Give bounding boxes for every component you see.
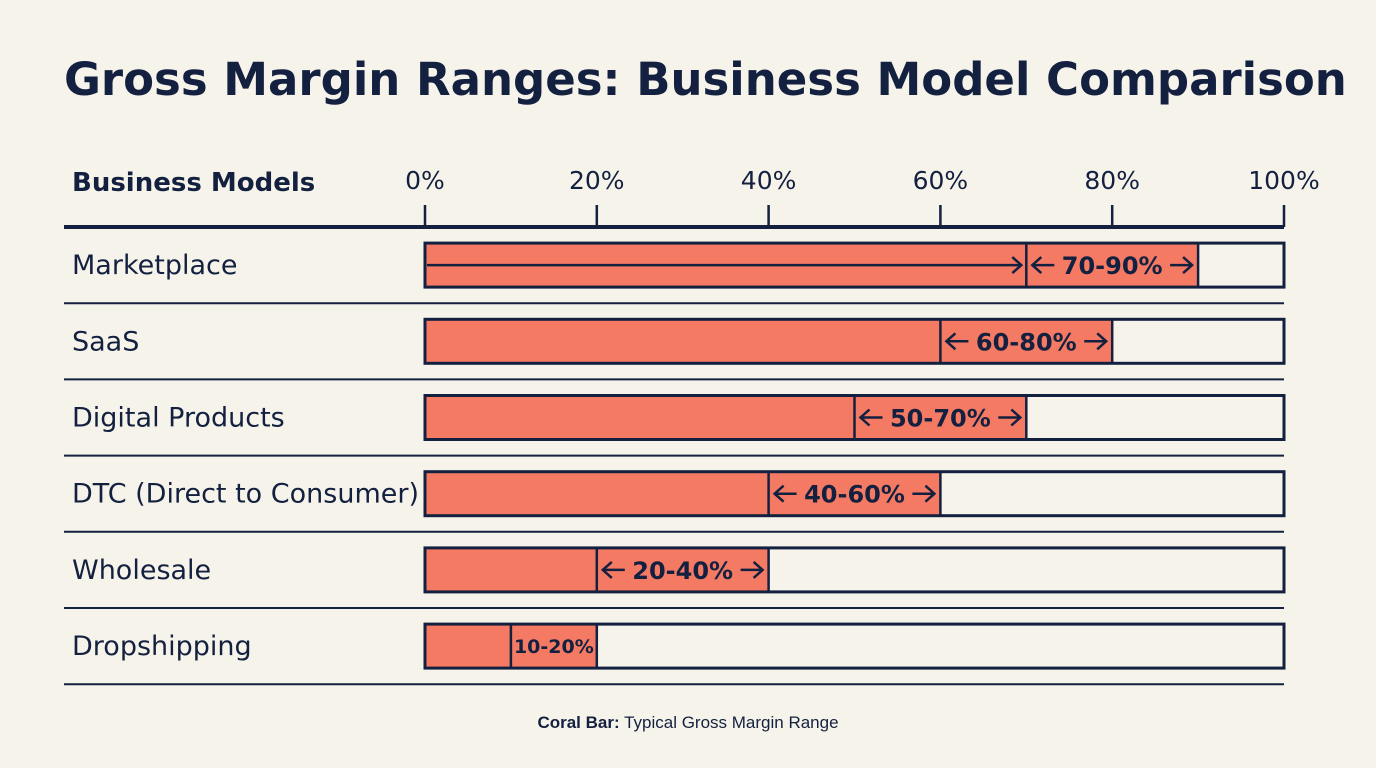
x-tick-label: 60% <box>913 166 969 195</box>
category-label: Digital Products <box>72 403 285 434</box>
bar-range <box>596 547 769 592</box>
range-label: 40-60% <box>804 481 905 509</box>
range-label: 10-20% <box>514 636 594 658</box>
bar-track <box>423 470 1286 518</box>
range-label: 60-80% <box>976 328 1077 356</box>
range-arrow-right-head <box>752 560 765 579</box>
range-label: 70-90% <box>1062 252 1163 280</box>
base-arrow-head <box>1011 256 1024 275</box>
category-label: Dropshipping <box>72 631 252 662</box>
range-arrow-right-head <box>1182 256 1194 275</box>
range-arrow-left-head <box>600 560 613 579</box>
range-arrow-left-head <box>1030 256 1043 275</box>
legend-text: Typical Gross Margin Range <box>624 713 839 732</box>
range-arrow-left-head <box>772 484 785 503</box>
chart-row: Wholesale 20-40% <box>64 546 1286 609</box>
bar-base <box>425 471 769 516</box>
bar-range <box>510 624 597 669</box>
range-label: 20-40% <box>632 557 733 585</box>
category-label: Wholesale <box>72 555 211 586</box>
category-label: SaaS <box>72 326 139 357</box>
x-tick-label: 40% <box>741 166 797 195</box>
range-arrow-right-head <box>1010 408 1023 427</box>
bar-range <box>940 319 1113 364</box>
chart-row: Digital Products 50-70% <box>64 394 1286 457</box>
bar-track <box>423 317 1286 365</box>
range-arrow-right-head <box>924 484 937 503</box>
chart-row: Dropshipping 10-20% <box>64 622 1286 686</box>
category-header: Business Models <box>72 168 315 198</box>
bar-range <box>768 471 941 516</box>
bar-base <box>425 624 511 669</box>
bar-track <box>423 622 1286 670</box>
bar-range <box>1026 243 1199 288</box>
x-tick-label: 0% <box>405 166 445 195</box>
bar-base <box>425 319 941 364</box>
bar-base <box>425 547 597 592</box>
legend-key: Coral Bar: <box>537 713 620 732</box>
bar-range <box>854 395 1027 440</box>
range-label: 50-70% <box>890 405 991 433</box>
x-tick-label: 80% <box>1084 166 1140 195</box>
x-tick-label: 20% <box>569 166 625 195</box>
category-label: Marketplace <box>72 250 237 281</box>
legend: Coral Bar: Typical Gross Margin Range <box>0 713 1376 733</box>
range-arrow-right-head <box>1096 332 1109 351</box>
bar-track <box>423 546 1286 594</box>
chart-row: DTC (Direct to Consumer) 40-60% <box>64 470 1286 533</box>
category-label: DTC (Direct to Consumer) <box>72 479 419 510</box>
chart-row: Marketplace 70-90% <box>64 241 1286 305</box>
x-axis: 0% 20% 40% 60% 80% 100% <box>405 166 1320 227</box>
bar-base <box>425 395 855 440</box>
chart-row: SaaS 60-80% <box>64 317 1286 381</box>
x-tick-label: 100% <box>1248 166 1319 195</box>
range-arrow-left-head <box>944 332 957 351</box>
range-arrow-left-head <box>858 408 871 427</box>
bar-track <box>423 241 1286 289</box>
chart-title: Gross Margin Ranges: Business Model Comp… <box>64 53 1347 106</box>
chart-rows: Marketplace 70-90% SaaS 60-80% Digital Produ… <box>64 241 1286 686</box>
